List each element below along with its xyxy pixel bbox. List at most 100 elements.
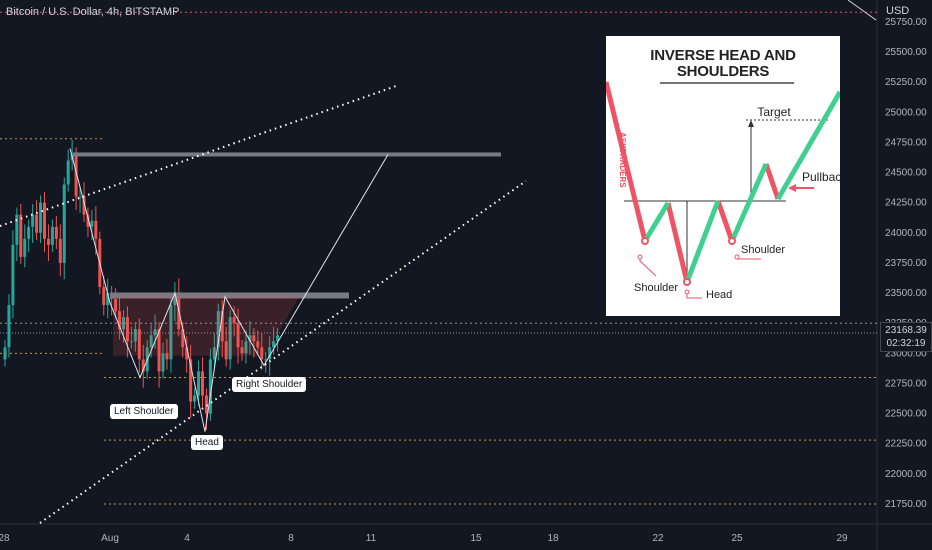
candle-body: [54, 226, 58, 239]
candle-body: [133, 329, 137, 342]
y-tick-label: 23750.00: [885, 258, 927, 269]
candle-body: [228, 317, 232, 360]
last-price-tag: 23168.39 02:32:19: [880, 322, 932, 352]
x-tick-label: Aug: [101, 533, 119, 544]
candle-body: [232, 317, 236, 324]
candle-body: [137, 329, 141, 360]
candle-body: [19, 214, 23, 257]
candle-body: [173, 293, 177, 306]
inset-title-line1: INVERSE HEAD AND: [650, 47, 796, 64]
candle-body: [7, 305, 11, 348]
upper-trend-line: [0, 85, 397, 227]
y-tick-label: 25750.00: [885, 17, 927, 28]
candle-body: [272, 341, 276, 348]
candle-body: [74, 154, 78, 197]
green-segments: [642, 201, 671, 243]
y-tick-label: 25250.00: [885, 77, 927, 88]
resistance-zone-neckline: [110, 292, 349, 299]
candle-body: [118, 311, 122, 330]
candle-body: [82, 196, 86, 215]
inset-head: Head: [706, 289, 732, 301]
candle-body: [153, 329, 157, 336]
candle-body: [23, 238, 27, 257]
candle-body: [114, 299, 118, 312]
candle-body: [15, 214, 19, 245]
candle-body: [62, 184, 66, 263]
candle-body: [78, 196, 82, 198]
y-tick-label: 24250.00: [885, 198, 927, 209]
left-shoulder-point: [641, 237, 649, 245]
pullback-text: Pullback: [802, 170, 840, 184]
candle-body: [46, 238, 50, 245]
inset-title: INVERSE HEAD AND SHOULDERS: [606, 48, 840, 80]
candle-body: [201, 371, 204, 396]
x-tick-label: 22: [652, 533, 664, 544]
red-downtrend: [606, 81, 648, 242]
y-tick-label: 22500.00: [885, 409, 927, 420]
pattern-area: [113, 295, 300, 356]
x-tick-label: 25: [731, 533, 743, 544]
candle-body: [264, 359, 268, 361]
candle-body: [193, 395, 197, 402]
candle-body: [169, 305, 173, 360]
last-price-value: 23168.39: [885, 325, 927, 336]
candle-body: [185, 347, 189, 360]
candle-body: [141, 359, 145, 372]
x-tick-label: 28: [0, 533, 10, 544]
candle-body: [94, 220, 98, 239]
y-tick-label: 23000.00: [885, 348, 927, 359]
y-tick-label: 22750.00: [885, 378, 927, 389]
candle-body: [212, 347, 216, 360]
bar-countdown: 02:32:19: [886, 338, 926, 349]
x-tick-label: 29: [836, 533, 848, 544]
left-shoulder-label: Left Shoulder: [110, 404, 178, 419]
inset-shoulder-left: Shoulder: [634, 282, 678, 294]
y-tick-label: 25000.00: [885, 107, 927, 118]
drawing-edge-line: [847, 0, 877, 21]
x-tick-label: 15: [470, 533, 482, 544]
candle-body: [236, 323, 240, 348]
candle-body: [129, 341, 133, 343]
candle-body: [3, 347, 7, 360]
y-tick-label: 22000.00: [885, 469, 927, 480]
inset-diagram: Target Pullback Shoulder Head Shoulder A…: [606, 81, 840, 301]
y-tick-label: 21750.00: [885, 499, 927, 510]
candle-body: [50, 226, 54, 245]
x-tick-label: 11: [366, 533, 377, 544]
head-label: Head: [191, 435, 223, 450]
lower-trend-line: [39, 180, 527, 524]
inset-shoulder-right: Shoulder: [741, 244, 785, 256]
resistance-zone-upper: [73, 152, 501, 157]
candle-body: [208, 359, 212, 414]
pattern-illustration: INVERSE HEAD AND SHOULDERS: [606, 36, 840, 316]
right-shoulder-label: Right Shoulder: [232, 377, 307, 392]
candle-body: [252, 335, 256, 342]
y-tick-label: 24000.00: [885, 228, 927, 239]
candle-body: [197, 371, 201, 396]
candle-body: [216, 311, 220, 348]
candle-body: [102, 287, 106, 306]
watermark-text: ASKTRADERS: [618, 132, 627, 188]
candle-body: [224, 341, 228, 360]
x-tick-label: 8: [288, 533, 294, 544]
y-tick-label: 25500.00: [885, 47, 927, 58]
x-tick-label: 4: [184, 533, 190, 544]
candle-body: [35, 214, 39, 233]
head-point: [683, 278, 691, 286]
candle-body: [39, 202, 43, 233]
candle-body: [149, 335, 153, 348]
pattern-zigzag: [69, 148, 389, 432]
currency-label: USD: [886, 5, 910, 17]
candle-body: [58, 238, 62, 263]
candle-body: [181, 329, 185, 348]
candle-body: [256, 341, 260, 348]
candle-body: [66, 160, 70, 185]
candle-body: [125, 317, 129, 342]
candle-body: [240, 347, 244, 354]
candle-body: [27, 226, 31, 239]
candle-body: [268, 347, 272, 360]
candle-body: [122, 317, 125, 330]
right-shoulder-point: [728, 237, 736, 245]
y-tick-label: 22250.00: [885, 439, 927, 450]
